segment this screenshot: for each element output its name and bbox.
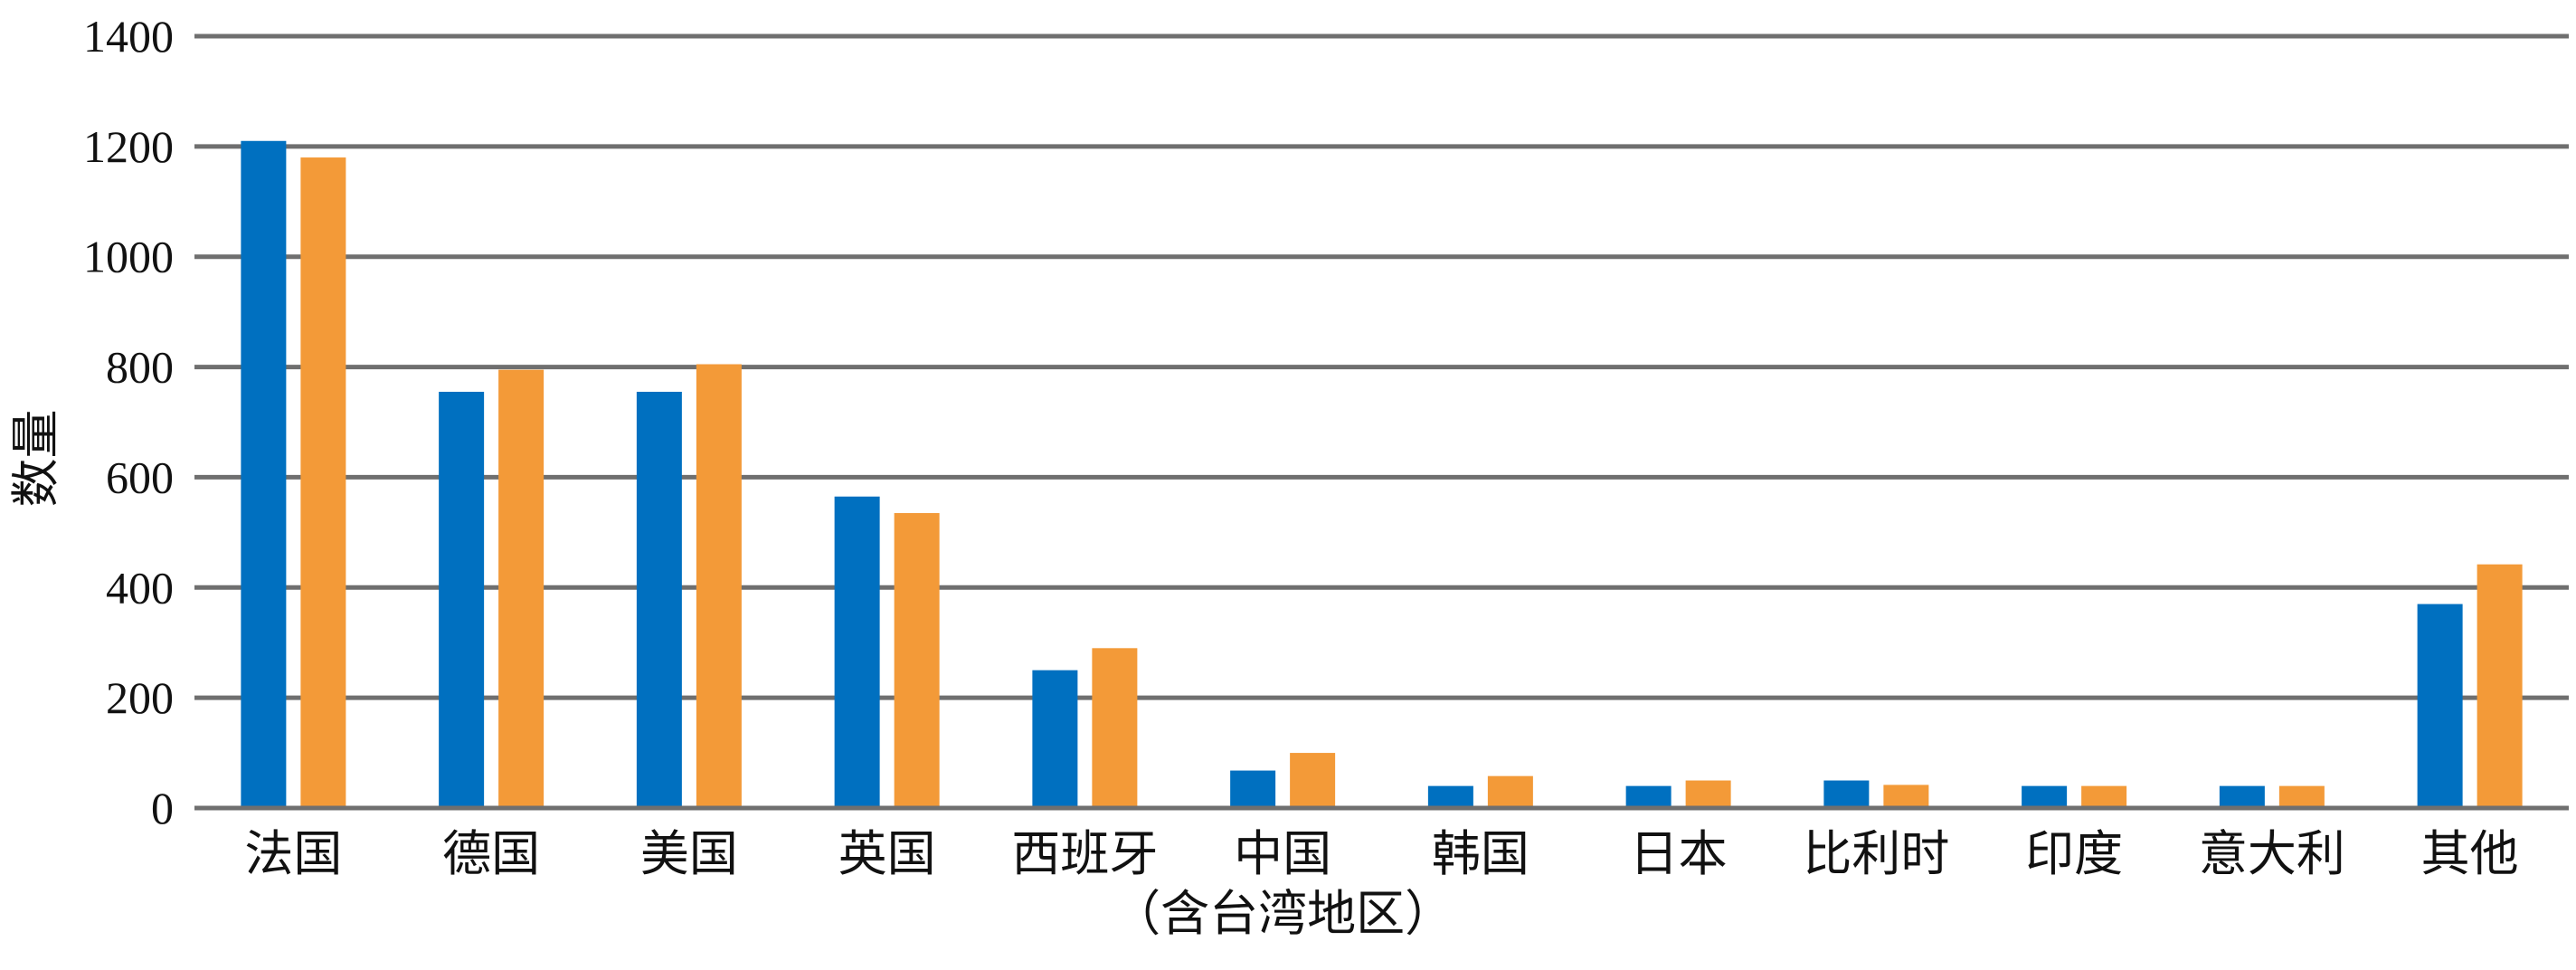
y-tick-label: 1400 — [83, 11, 174, 62]
bar-series1-3 — [834, 496, 880, 808]
bar-series1-2 — [636, 391, 682, 808]
bar-series2-6 — [1487, 775, 1533, 808]
bar-series1-0 — [241, 140, 287, 808]
y-tick-label: 600 — [106, 452, 174, 502]
bar-series2-2 — [696, 364, 742, 808]
y-tick-label: 1000 — [83, 232, 174, 282]
bar-series2-1 — [498, 369, 545, 808]
x-category-label: 韩国 — [1432, 825, 1530, 882]
bar-series1-5 — [1230, 770, 1276, 808]
x-category-label: 西班牙 — [1011, 825, 1158, 882]
y-axis-label: 数量 — [7, 410, 64, 508]
bar-series2-4 — [1092, 648, 1138, 808]
x-category-label: 印度 — [2025, 825, 2123, 882]
bar-series1-10 — [2219, 785, 2265, 808]
y-tick-label: 200 — [106, 672, 174, 723]
y-axis-ticks: 0 200 400 600 800 1000 1200 1400 — [83, 11, 174, 833]
y-tick-label: 1200 — [83, 121, 174, 172]
x-category-label: 日本 — [1630, 825, 1728, 882]
bar-series1-1 — [439, 391, 485, 808]
bar-series2-11 — [2477, 564, 2523, 808]
bar-series1-11 — [2417, 604, 2463, 808]
bar-series1-9 — [2022, 785, 2068, 808]
y-tick-label: 400 — [106, 562, 174, 613]
x-category-label: 其他 — [2421, 825, 2519, 882]
bar-series1-4 — [1032, 670, 1078, 808]
bar-series2-9 — [2081, 785, 2127, 808]
bar-series2-5 — [1290, 753, 1336, 808]
bar-series1-6 — [1427, 785, 1473, 808]
bar-series2-3 — [894, 513, 940, 808]
x-category-label: 比利时 — [1803, 825, 1949, 882]
x-category-label: 中国（含台湾地区） — [1112, 825, 1454, 942]
bar-series2-7 — [1685, 780, 1731, 808]
x-category-label: 法国 — [244, 825, 342, 882]
y-tick-label: 800 — [106, 342, 174, 393]
x-category-label: 英国 — [838, 825, 936, 882]
bar-series2-8 — [1883, 785, 1929, 808]
bar-series1-7 — [1625, 785, 1672, 808]
y-tick-label: 0 — [151, 783, 174, 833]
x-category-label: 德国 — [442, 825, 540, 882]
bar-series1-8 — [1823, 780, 1870, 808]
bar-series2-0 — [300, 157, 346, 809]
x-category-label: 意大利 — [2199, 825, 2345, 882]
bars — [241, 140, 2523, 809]
bar-series2-10 — [2278, 785, 2325, 808]
x-category-label: 美国 — [640, 825, 738, 882]
x-axis-categories: 法国 德国 美国 英国 西班牙 中国（含台湾地区）韩国 日本 比利时 印度 意大利 其他 — [244, 825, 2518, 942]
gridlines — [194, 33, 2569, 700]
